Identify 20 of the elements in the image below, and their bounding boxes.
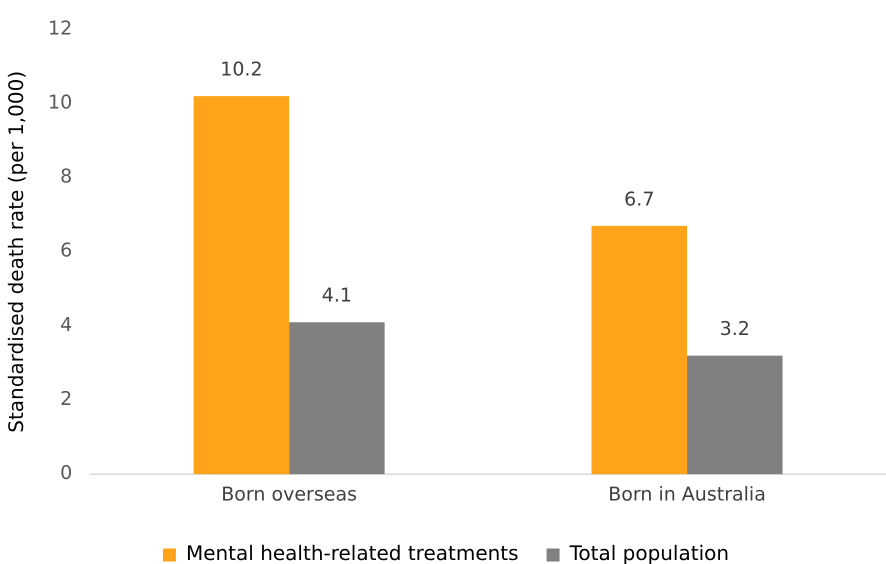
y-tick-label: 12: [48, 17, 72, 40]
y-tick-label: 4: [60, 314, 72, 336]
bar: [194, 96, 290, 474]
y-tick-label: 10: [48, 91, 72, 114]
bar: [687, 356, 783, 474]
bar: [289, 322, 385, 474]
y-tick-label: 8: [60, 166, 72, 188]
legend-label: Mental health-related treatments: [186, 541, 519, 564]
x-tick-label: Born in Australia: [608, 484, 766, 506]
data-label: 3.2: [720, 318, 750, 340]
data-label: 4.1: [322, 284, 352, 307]
y-tick-label: 0: [60, 462, 72, 484]
y-tick-label: 2: [60, 388, 72, 410]
y-axis-title: Standardised death rate (per 1,000): [4, 70, 28, 433]
data-label: 10.2: [220, 58, 263, 81]
x-tick-label: Born overseas: [221, 484, 357, 506]
legend-label: Total population: [568, 541, 730, 564]
y-tick-label: 6: [60, 240, 72, 262]
bar: [592, 226, 688, 474]
data-label: 6.7: [624, 188, 654, 210]
